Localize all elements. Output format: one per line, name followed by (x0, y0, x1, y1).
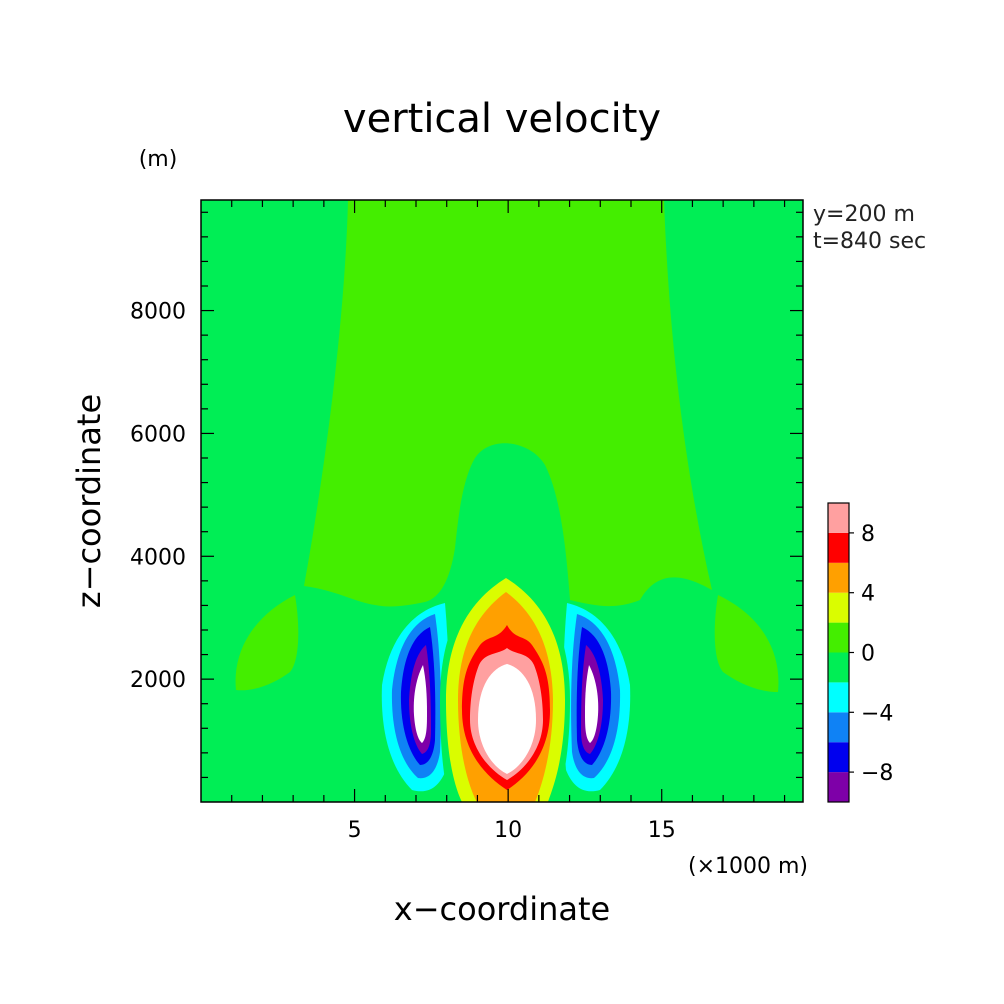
field-right-downdraft-5 (585, 665, 599, 743)
y-axis-unit: (m) (139, 147, 178, 172)
x-axis-tick-labels: 5 10 15 (348, 818, 676, 843)
field-left-downdraft-5 (413, 665, 427, 743)
colorbar-tick-label: 0 (861, 642, 875, 667)
plot-frame (200, 199, 804, 803)
y-tick-label: 2000 (130, 668, 186, 693)
colorbar-swatch (828, 592, 849, 623)
colorbar-tick-label: 8 (861, 522, 875, 547)
y-tick-label: 8000 (130, 300, 186, 325)
y-axis-ticks (201, 211, 803, 779)
colorbar-swatch (828, 503, 849, 533)
x-tick-label: 5 (348, 818, 362, 843)
colorbar-swatch (828, 712, 849, 743)
y-tick-label: 4000 (130, 545, 186, 570)
colorbar-swatch (828, 652, 849, 683)
colorbar-tick-label: 4 (861, 582, 875, 607)
colorbar-swatch (828, 622, 849, 653)
field-right-side-lobe (714, 595, 779, 692)
chart-title: vertical velocity (343, 96, 661, 142)
field-left-side-lobe (235, 595, 299, 691)
colorbar-swatch (828, 682, 849, 713)
colorbar-tick-label: −8 (861, 761, 893, 786)
colorbar-swatch (828, 772, 849, 802)
colorbar-swatch (828, 532, 849, 563)
field-updraft-6 (478, 664, 536, 774)
x-tick-label: 10 (494, 818, 522, 843)
time-annotation: t=840 sec (813, 229, 926, 254)
colorbar-tick-label: −4 (861, 701, 893, 726)
y-axis-tick-labels: 2000 4000 6000 8000 (130, 300, 186, 694)
x-axis-label: x−coordinate (394, 890, 610, 928)
y-axis-label: z−coordinate (70, 394, 108, 608)
x-axis-ticks (231, 200, 786, 802)
x-tick-label: 15 (648, 818, 676, 843)
colorbar: −8 −4 0 4 8 (827, 502, 893, 803)
field-upper-plume (304, 200, 712, 607)
colorbar-swatch (828, 742, 849, 773)
y-tick-label: 6000 (130, 422, 186, 447)
x-axis-unit: (×1000 m) (688, 854, 808, 879)
plot-area (201, 200, 803, 802)
colorbar-swatch (828, 562, 849, 593)
y-coordinate-annotation: y=200 m (813, 202, 915, 227)
